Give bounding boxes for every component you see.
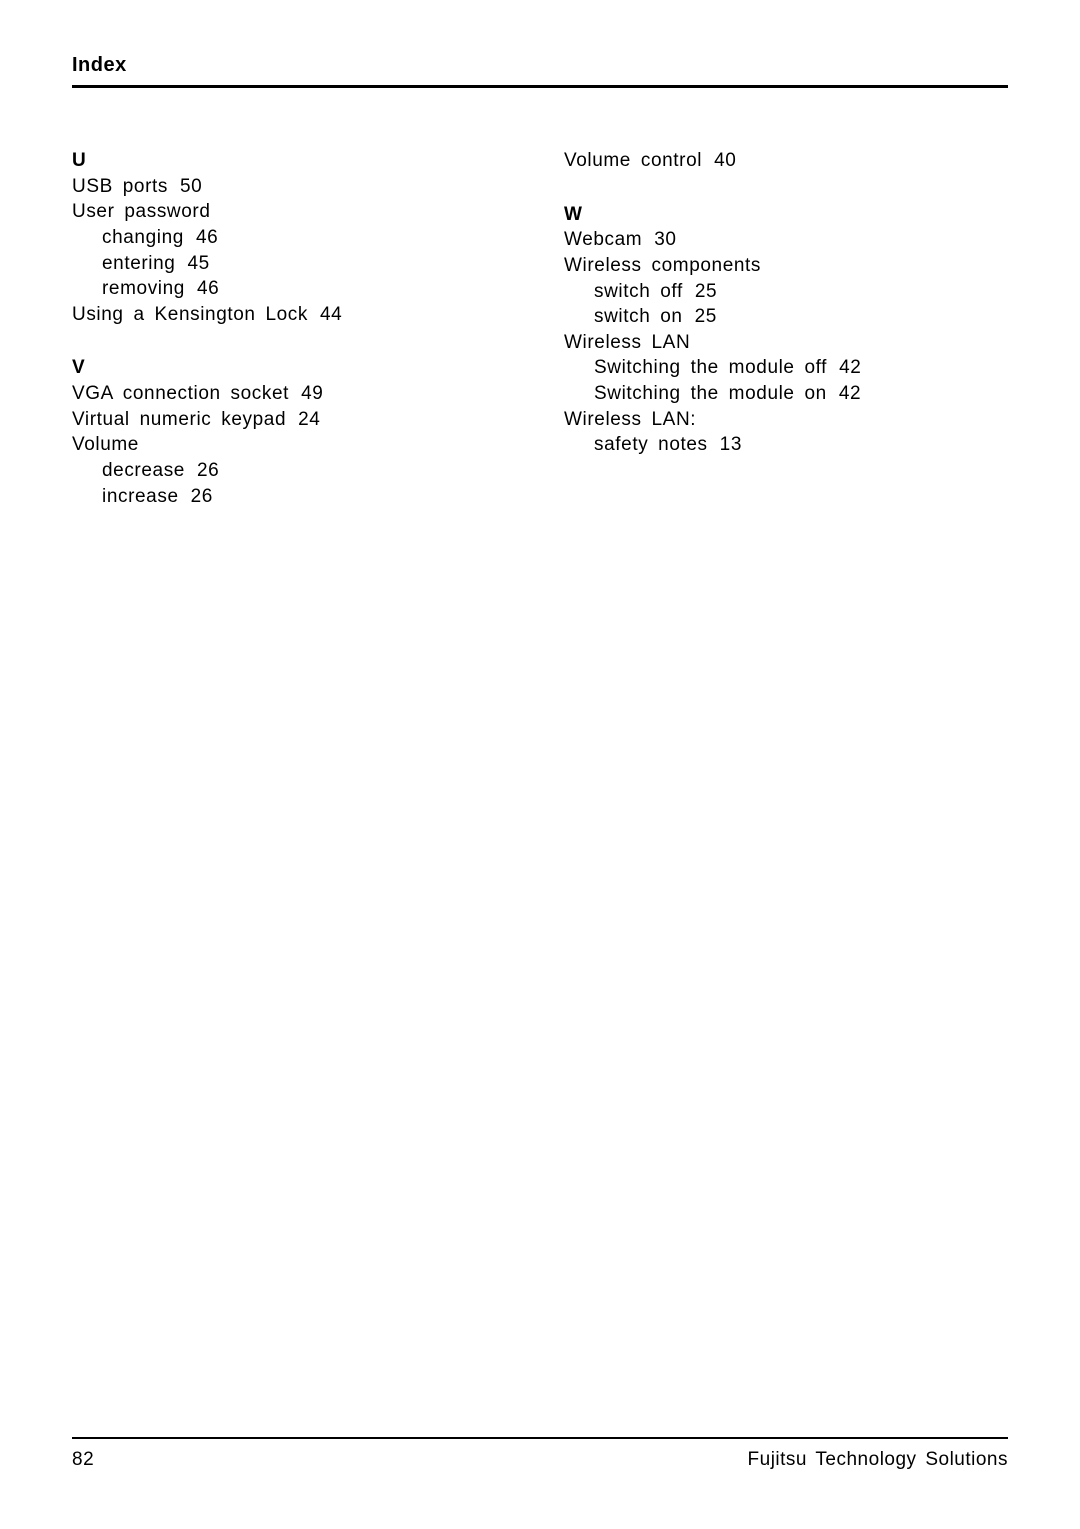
entry-text: decrease	[102, 460, 185, 481]
entry-module-on: Switching the module on 42	[564, 381, 1008, 407]
entry-page: 45	[187, 253, 209, 274]
entry-changing: changing 46	[72, 225, 516, 251]
entry-vga: VGA connection socket 49	[72, 381, 516, 407]
entry-decrease: decrease 26	[72, 458, 516, 484]
entry-removing: removing 46	[72, 276, 516, 302]
entry-user-password: User password	[72, 199, 516, 225]
right-column: Volume control 40 W Webcam 30 Wireless com…	[564, 148, 1008, 509]
entry-page: 46	[196, 227, 218, 248]
entry-volume: Volume	[72, 432, 516, 458]
header-title: Index	[72, 54, 1008, 77]
entry-text: Volume control	[564, 150, 702, 171]
entry-wireless-lan: Wireless LAN	[564, 330, 1008, 356]
footer-company: Fujitsu Technology Solutions	[748, 1449, 1008, 1471]
entry-entering: entering 45	[72, 251, 516, 277]
entry-webcam: Webcam 30	[564, 227, 1008, 253]
index-columns: U USB ports 50 User password changing 46 e…	[72, 148, 1008, 509]
entry-text: Webcam	[564, 229, 642, 250]
entry-page: 30	[654, 229, 676, 250]
entry-switch-off: switch off 25	[564, 279, 1008, 305]
entry-page: 26	[191, 486, 213, 507]
entry-text: Switching the module on	[594, 383, 827, 404]
page: Index U USB ports 50 User password changi…	[0, 0, 1080, 509]
entry-switch-on: switch on 25	[564, 304, 1008, 330]
entry-text: safety notes	[594, 434, 708, 455]
entry-kensington: Using a Kensington Lock 44	[72, 302, 516, 328]
entry-module-off: Switching the module off 42	[564, 355, 1008, 381]
left-column: U USB ports 50 User password changing 46 e…	[72, 148, 516, 509]
entry-text: switch on	[594, 306, 683, 327]
entry-text: changing	[102, 227, 184, 248]
footer-page-number: 82	[72, 1449, 94, 1471]
entry-text: increase	[102, 486, 179, 507]
section-letter-w: W	[564, 202, 1008, 228]
section-letter-u: U	[72, 148, 516, 174]
entry-usb-ports: USB ports 50	[72, 174, 516, 200]
entry-text: VGA connection socket	[72, 383, 289, 404]
footer: 82 Fujitsu Technology Solutions	[72, 1437, 1008, 1471]
entry-page: 26	[197, 460, 219, 481]
entry-page: 49	[301, 383, 323, 404]
entry-page: 25	[695, 306, 717, 327]
entry-page: 40	[714, 150, 736, 171]
entry-text: Using a Kensington Lock	[72, 304, 308, 325]
header-rule	[72, 85, 1008, 88]
entry-increase: increase 26	[72, 484, 516, 510]
entry-page: 46	[197, 278, 219, 299]
entry-page: 50	[180, 176, 202, 197]
entry-page: 44	[320, 304, 342, 325]
entry-text: Switching the module off	[594, 357, 827, 378]
entry-page: 42	[839, 383, 861, 404]
entry-virtual-keypad: Virtual numeric keypad 24	[72, 407, 516, 433]
entry-text: Virtual numeric keypad	[72, 409, 286, 430]
entry-text: removing	[102, 278, 185, 299]
entry-page: 24	[298, 409, 320, 430]
entry-text: switch off	[594, 281, 683, 302]
footer-rule	[72, 1437, 1008, 1439]
footer-row: 82 Fujitsu Technology Solutions	[72, 1449, 1008, 1471]
entry-volume-control: Volume control 40	[564, 148, 1008, 174]
entry-safety-notes: safety notes 13	[564, 432, 1008, 458]
entry-text: USB ports	[72, 176, 168, 197]
entry-page: 13	[720, 434, 742, 455]
entry-page: 25	[695, 281, 717, 302]
entry-page: 42	[839, 357, 861, 378]
entry-text: entering	[102, 253, 175, 274]
entry-wireless-lan-colon: Wireless LAN:	[564, 407, 1008, 433]
entry-wireless-components: Wireless components	[564, 253, 1008, 279]
section-letter-v: V	[72, 355, 516, 381]
